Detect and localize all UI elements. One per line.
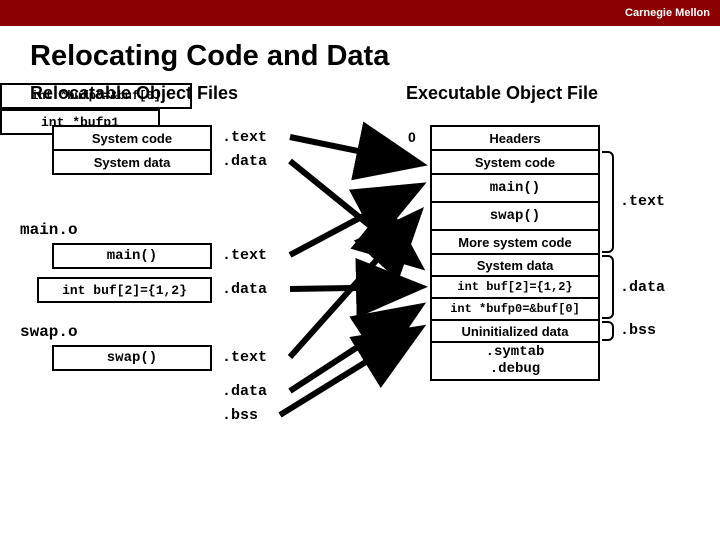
sys-data-sec: .data [222, 153, 267, 170]
r-data-sec: .data [620, 279, 665, 296]
main-buf-box: int buf[2]={1,2} [37, 277, 212, 303]
bracket-text [602, 151, 614, 253]
sys-data-box: System data [52, 149, 212, 175]
page-title: Relocating Code and Data [0, 26, 720, 83]
r-uninit: Uninitialized data [430, 319, 600, 343]
bracket-bss [602, 321, 614, 341]
r-sysdata: System data [430, 253, 600, 277]
r-swap: swap() [430, 201, 600, 231]
swap-fn-box: swap() [52, 345, 212, 371]
bracket-data [602, 255, 614, 319]
main-buf-sec: .data [222, 281, 267, 298]
right-heading: Executable Object File [406, 83, 598, 104]
r-morecode: More system code [430, 229, 600, 255]
r-headers: Headers [430, 125, 600, 151]
header-bar: Carnegie Mellon [0, 0, 720, 26]
swap-bufp1-sec: .bss [222, 407, 258, 424]
r-symtab-text: .symtab [486, 344, 545, 361]
r-buf: int buf[2]={1,2} [430, 275, 600, 299]
left-heading: Relocatable Object Files [30, 83, 238, 104]
swap-file-label: swap.o [20, 323, 78, 341]
diagram-content: Relocatable Object Files Executable Obje… [0, 83, 720, 543]
swap-fn-sec: .text [222, 349, 267, 366]
main-fn-sec: .text [222, 247, 267, 264]
org-label: Carnegie Mellon [625, 7, 710, 19]
zero-label: 0 [408, 129, 416, 145]
sys-code-box: System code [52, 125, 212, 151]
r-text-sec: .text [620, 193, 665, 210]
sys-code-sec: .text [222, 129, 267, 146]
swap-bufp0-sec: .data [222, 383, 267, 400]
r-debug-text: .debug [490, 361, 540, 378]
r-bufp0: int *bufp0=&buf[0] [430, 297, 600, 321]
r-syscode: System code [430, 149, 600, 175]
r-bss-sec: .bss [620, 322, 656, 339]
r-debug: .symtab .debug [430, 341, 600, 381]
main-file-label: main.o [20, 221, 78, 239]
r-main: main() [430, 173, 600, 203]
main-fn-box: main() [52, 243, 212, 269]
